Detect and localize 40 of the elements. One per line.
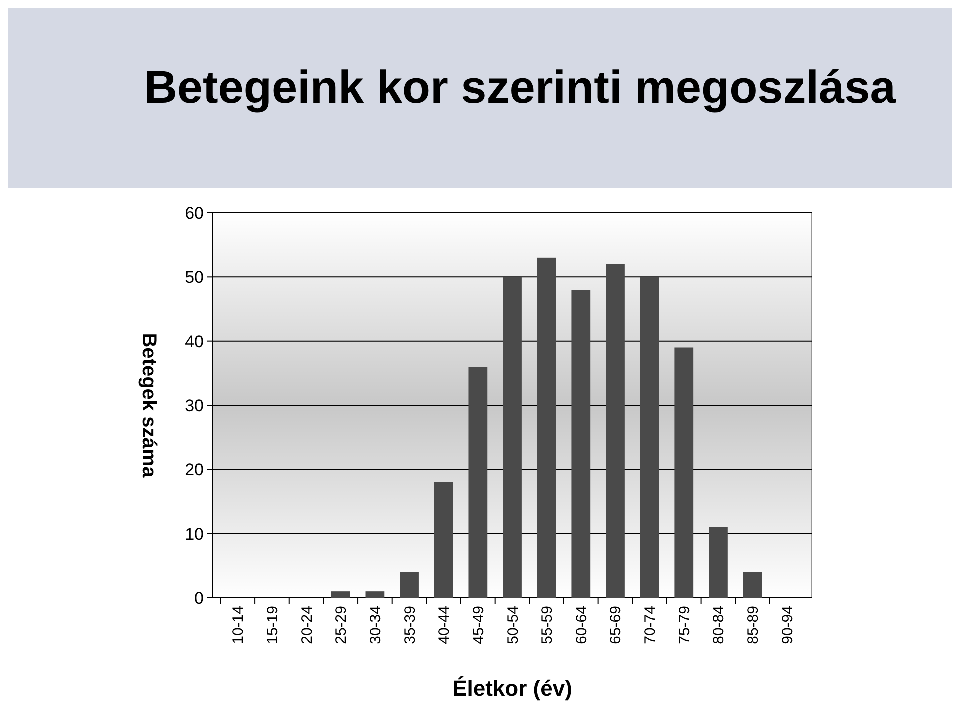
bar <box>468 367 488 598</box>
x-tick-label: 30-34 <box>367 606 384 644</box>
x-tick-label: 20-24 <box>298 606 316 644</box>
x-tick-label: 90-94 <box>779 606 796 644</box>
x-tick-label: 60-64 <box>573 606 590 644</box>
y-tick-label: 50 <box>185 268 204 288</box>
bar <box>537 258 556 598</box>
x-tick-label: 50-54 <box>504 606 522 644</box>
x-tick-label: 85-89 <box>745 606 762 644</box>
y-tick-label: 60 <box>185 204 204 223</box>
bar <box>400 572 419 598</box>
y-tick-label: 0 <box>194 588 204 608</box>
chart-title: Betegeink kor szerinti megoszlása <box>144 61 896 113</box>
y-axis-title: Betegek száma <box>138 333 160 479</box>
bar <box>434 482 454 598</box>
x-tick-label: 10-14 <box>230 606 248 644</box>
x-tick-label: 55-59 <box>539 606 556 644</box>
y-tick-label: 10 <box>185 524 204 544</box>
bar <box>640 277 660 598</box>
bar <box>674 348 694 598</box>
bar <box>572 290 591 598</box>
bar <box>743 572 762 598</box>
x-tick-label: 40-44 <box>436 606 454 644</box>
x-tick-label: 75-79 <box>676 606 694 644</box>
x-tick-label: 35-39 <box>402 606 419 644</box>
x-tick-label: 80-84 <box>710 606 728 644</box>
x-tick-label: 45-49 <box>470 606 488 644</box>
bar <box>709 527 728 598</box>
y-tick-label: 30 <box>185 396 204 416</box>
y-tick-label: 40 <box>185 332 204 352</box>
x-tick-label: 70-74 <box>642 606 660 644</box>
bar <box>366 592 385 598</box>
y-tick-label: 20 <box>185 460 204 480</box>
x-tick-label: 65-69 <box>608 606 625 644</box>
x-tick-label: 25-29 <box>333 606 350 644</box>
bar <box>503 277 522 598</box>
bar <box>331 592 350 598</box>
x-tick-label: 15-19 <box>264 606 282 644</box>
x-axis-title: Életkor (év) <box>452 676 572 701</box>
bar <box>606 264 625 598</box>
